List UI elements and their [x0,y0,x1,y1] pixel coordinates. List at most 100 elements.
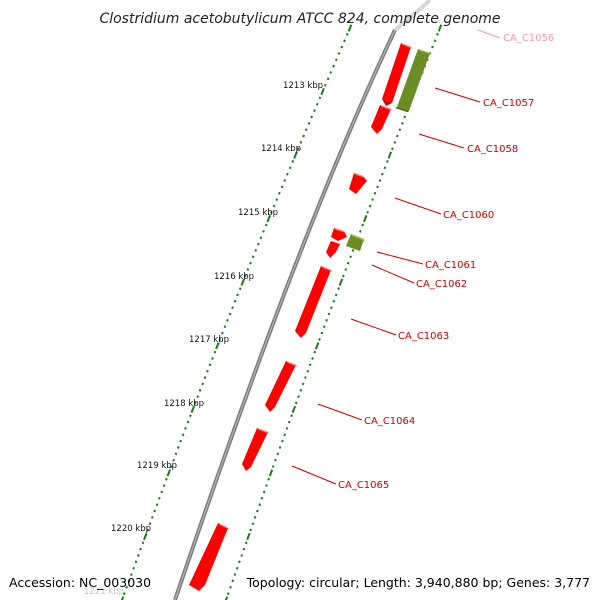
scale-dot [179,439,183,443]
gene-feature-ca-c1060[interactable] [349,173,367,194]
scale-dot [287,420,291,424]
scale-dot [262,230,265,233]
scale-dot [127,579,131,583]
scale-dot [148,522,152,526]
gene-label-ca-c1058[interactable]: CA_C1058 [467,144,518,155]
scale-dot [251,255,255,259]
scale-dot [290,414,293,418]
tick-label: 1214 kbp [261,144,301,154]
gene-label-ca-c1062[interactable]: CA_C1062 [416,279,467,290]
gene-label-ca-c1060[interactable]: CA_C1060 [443,210,494,221]
scale-dot [256,509,259,513]
scale-dot [283,433,287,437]
scale-dot [134,560,138,564]
scale-dot [233,573,237,576]
scale-dot [299,141,303,144]
scale-dot [206,369,209,373]
scale-dot [330,306,333,310]
gene-feature-ca-c1061-red[interactable] [331,228,347,241]
gene-labels: CA_C1056 CA_C1057 CA_C1058 CA_C1060 CA_C… [338,33,554,491]
scale-dot [201,382,204,386]
scale-dot [256,242,260,246]
scale-dot [396,134,399,138]
gene-label-ca-c1064[interactable]: CA_C1064 [364,416,415,427]
scale-dot [286,172,289,176]
scale-dot [213,350,217,354]
gene-feature-bottom[interactable] [189,523,230,591]
inner-scale-ring [224,24,443,600]
scale-dot [325,318,328,322]
gene-label-ca-c1057[interactable]: CA_C1057 [483,98,534,109]
scale-dot [296,147,300,151]
scale-dot [238,287,242,290]
scale-major-tick [338,278,344,286]
accession-text: Accession: NC_003030 [9,575,151,590]
scale-dot [345,32,349,36]
gene-feature-ca-c1057[interactable] [382,43,413,106]
scale-dot [226,592,230,596]
scale-major-tick [246,532,251,541]
gene-feature-ca-c1061-green[interactable] [346,234,365,251]
scale-dot [308,363,312,367]
scale-major-tick [387,151,393,159]
scale-dot [281,439,284,443]
scale-dot [181,433,185,437]
scale-dot [139,547,142,551]
scale-dot [288,166,292,170]
scale-dot [386,160,389,163]
scale-dot [334,293,338,297]
scale-major-tick [437,24,443,32]
scale-dot [186,420,190,424]
scale-dot [264,223,268,227]
gene-label-ca-c1056[interactable]: CA_C1056 [503,33,554,44]
gene-feature-ca-c1058[interactable] [371,105,393,134]
scale-dot [165,477,168,481]
scale-dot [203,376,207,379]
scale-dot [249,528,252,532]
scale-dot [278,446,282,449]
gene-feature-ca-c1057-green[interactable] [395,49,432,112]
gene-label-ca-c1065[interactable]: CA_C1065 [338,480,389,491]
scale-major-tick [291,405,297,413]
scale-major-tick [363,215,368,223]
scale-dot [304,128,308,132]
scale-dot [302,134,305,138]
scale-dot [337,52,341,55]
scale-dot [291,160,295,163]
scale-dot [366,210,369,214]
scale-dot [249,261,252,265]
scale-dot [323,83,327,87]
tick-label: 1219 kbp [137,461,177,471]
scale-dot [136,554,140,557]
scale-dot [235,566,239,570]
gene-label-ca-c1063[interactable]: CA_C1063 [398,331,449,342]
scale-dot [272,204,276,208]
scale-major-tick [266,215,272,223]
scale-major-tick [190,405,196,413]
scale-dot [218,338,222,341]
scale-dot [172,458,175,462]
scale-dot [260,496,264,500]
gene-feature-ca-c1064[interactable] [265,361,298,412]
scale-dot [320,331,324,335]
scale-dot [251,522,255,526]
scale-dot [276,452,280,456]
gene-label-ca-c1061[interactable]: CA_C1061 [425,260,476,271]
scale-dot [236,293,239,297]
scale-dot [141,541,145,545]
scale-major-tick [166,469,172,477]
gene-feature-ca-c1065[interactable] [242,428,270,471]
scale-dot [326,77,330,81]
scale-dot [403,115,407,119]
scale-dot [244,541,248,545]
scale-dot [267,477,271,481]
gene-feature-ca-c1063[interactable] [295,266,333,338]
scale-dot [246,268,250,271]
scale-dot [342,274,345,278]
scale-dot [278,191,281,195]
scale-dot [240,554,244,557]
scale-dot [150,516,154,519]
scale-dot [184,426,187,430]
gene-feature-ca-c1062[interactable] [326,241,340,258]
